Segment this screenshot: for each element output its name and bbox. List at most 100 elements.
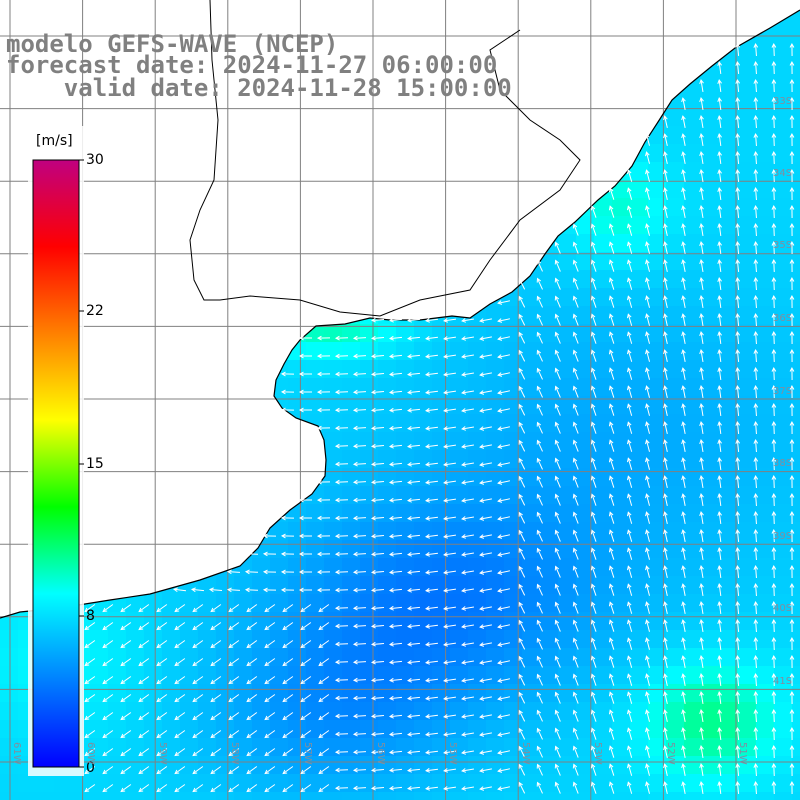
field-cell — [684, 270, 702, 288]
wind-arrow — [536, 295, 543, 308]
wind-arrow — [244, 551, 259, 557]
field-cell — [792, 108, 800, 126]
wind-arrow — [461, 372, 474, 377]
field-cell — [342, 576, 360, 594]
wind-arrow — [228, 604, 240, 613]
wind-arrow — [334, 659, 349, 665]
wind-arrow — [334, 515, 349, 521]
field-cell — [630, 648, 648, 666]
field-cell — [180, 738, 198, 756]
field-cell — [594, 792, 612, 800]
field-cell — [774, 270, 792, 288]
wind-arrow — [681, 601, 686, 614]
wind-arrow — [608, 331, 615, 344]
field-cell — [756, 630, 774, 648]
wind-arrow — [318, 640, 330, 649]
field-cell — [360, 504, 378, 522]
field-cell — [792, 612, 800, 630]
field-cell — [126, 630, 144, 648]
wind-arrow — [334, 461, 349, 467]
field-cell — [432, 486, 450, 504]
wind-arrow — [608, 205, 615, 218]
wind-arrow — [192, 604, 204, 613]
wind-arrow — [407, 569, 421, 575]
field-cell — [252, 774, 270, 792]
field-cell — [684, 702, 702, 720]
field-cell — [126, 594, 144, 612]
field-cell — [396, 666, 414, 684]
field-cell — [180, 612, 198, 630]
wind-arrow — [735, 438, 741, 453]
lon-label: 51W — [737, 742, 748, 765]
field-cell — [720, 234, 738, 252]
field-cell — [576, 738, 594, 756]
wind-arrow — [753, 294, 759, 309]
wind-arrow — [518, 709, 526, 722]
wind-arrow — [174, 712, 186, 721]
field-cell — [702, 648, 720, 666]
field-cell — [684, 324, 702, 342]
field-cell — [612, 558, 630, 576]
field-cell — [342, 360, 360, 378]
wind-arrow — [518, 745, 526, 758]
wind-arrow — [479, 660, 492, 665]
field-cell — [324, 522, 342, 540]
field-cell — [774, 576, 792, 594]
wind-arrow — [388, 605, 403, 611]
field-cell — [738, 198, 756, 216]
field-cell — [468, 630, 486, 648]
field-cell — [180, 684, 198, 702]
field-cell — [486, 342, 504, 360]
wind-arrow — [771, 510, 777, 525]
wind-arrow — [174, 730, 186, 739]
wind-arrow — [138, 730, 150, 739]
wind-arrow — [208, 587, 223, 593]
wind-arrow — [735, 690, 741, 705]
field-cell — [756, 576, 774, 594]
wind-arrow — [334, 551, 349, 557]
wind-arrow — [717, 529, 722, 543]
wind-arrow — [138, 694, 150, 703]
field-cell — [666, 198, 684, 216]
field-cell — [180, 720, 198, 738]
field-cell — [90, 792, 108, 800]
wind-arrow — [645, 151, 650, 164]
field-cell — [720, 126, 738, 144]
wind-arrow — [753, 42, 759, 57]
field-cell — [0, 720, 18, 738]
wind-arrow — [608, 295, 615, 308]
wind-arrow — [192, 640, 204, 649]
field-cell — [126, 792, 144, 800]
field-cell — [594, 576, 612, 594]
field-cell — [198, 666, 216, 684]
field-cell — [684, 558, 702, 576]
wind-arrow — [681, 313, 686, 326]
wind-arrow — [771, 618, 777, 633]
field-cell — [648, 666, 666, 684]
field-cell — [738, 306, 756, 324]
wind-arrow — [753, 312, 759, 327]
field-cell — [522, 684, 540, 702]
field-cell — [558, 270, 576, 288]
wind-arrow — [663, 439, 668, 452]
wind-arrow — [681, 475, 686, 488]
wind-arrow — [699, 637, 704, 651]
field-cell — [738, 180, 756, 198]
field-cell — [450, 648, 468, 666]
field-cell — [594, 216, 612, 234]
wind-arrow — [771, 780, 777, 795]
wind-arrow — [497, 408, 510, 413]
field-cell — [738, 144, 756, 162]
wind-arrow — [771, 744, 777, 759]
wind-arrow — [461, 444, 474, 449]
wind-arrow — [518, 349, 526, 362]
wind-arrow — [735, 294, 741, 309]
wind-arrow — [120, 748, 132, 757]
field-cell — [468, 414, 486, 432]
wind-arrow — [479, 624, 492, 629]
field-cell — [360, 774, 378, 792]
field-cell — [648, 234, 666, 252]
field-cell — [738, 234, 756, 252]
field-cell — [792, 162, 800, 180]
wind-arrow — [246, 730, 258, 739]
